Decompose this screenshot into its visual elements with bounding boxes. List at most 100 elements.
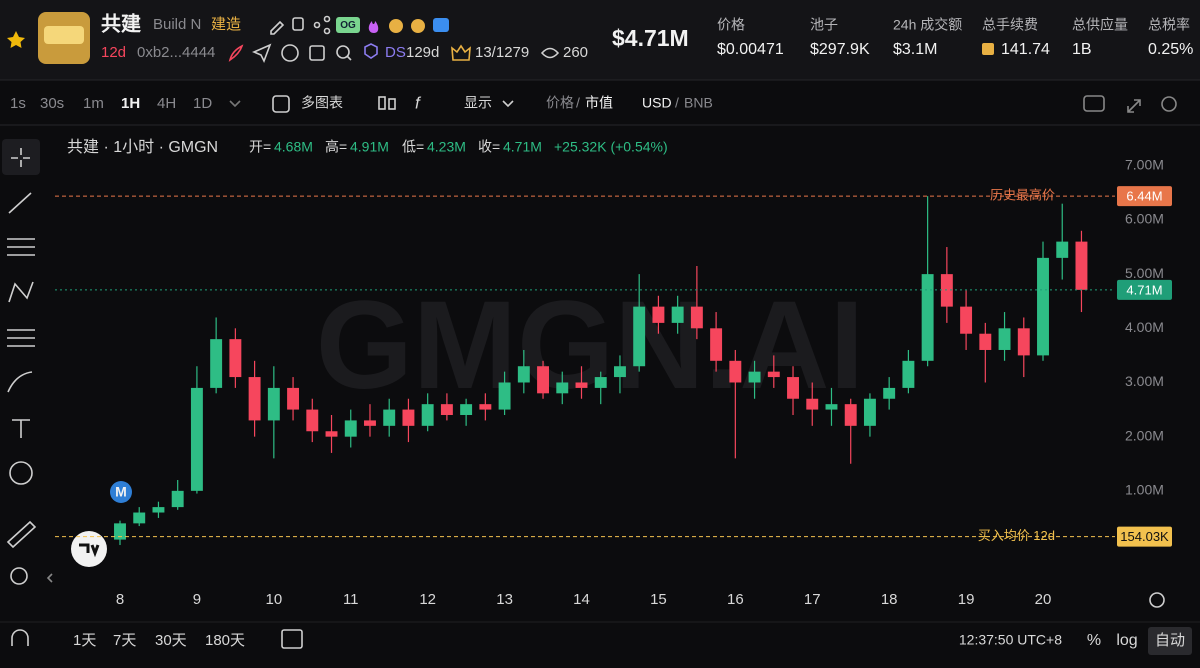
interval-button[interactable]: 1D [193,95,212,112]
candle-body [152,507,165,513]
candle-body [613,366,626,378]
zoom-tool[interactable] [10,567,28,585]
magnet-tool[interactable] [11,629,29,646]
candle-body [1037,257,1049,356]
pattern-tool[interactable] [8,281,34,303]
interval-button[interactable]: 30s [40,95,64,112]
fib-tool[interactable] [7,238,35,256]
candle-body [440,404,453,415]
display-menu[interactable]: 显示 [464,95,492,111]
settings-icon[interactable] [1161,96,1177,112]
interval-button[interactable]: 1m [83,95,104,112]
projection-tool[interactable] [7,329,35,347]
trendline-tool[interactable] [8,192,32,214]
auto-toggle-bg[interactable] [1148,627,1192,655]
candle-body [844,404,857,426]
y-tick-label: 7.00M [1125,156,1164,172]
interval-button[interactable]: 1s [10,95,26,112]
share-icon [323,27,331,35]
price-tag [1117,279,1172,300]
stat-value: $3.1M [893,41,937,58]
edit-icon[interactable] [270,20,285,35]
ruler-tool[interactable] [6,520,37,549]
brush-tool[interactable] [7,371,33,393]
bnb-toggle[interactable]: BNB [684,95,713,111]
search-icon [346,55,352,61]
og-badge [336,17,360,33]
chevron[interactable] [229,100,241,108]
copy-icon[interactable] [292,17,304,31]
stat-value: $0.00471 [717,41,784,58]
candle-body [787,377,799,399]
x-tick-label: 9 [193,591,201,608]
candle-body [633,306,646,367]
separator: / [675,95,679,111]
candle-body [364,420,376,426]
calendar-icon[interactable] [281,629,303,649]
favorite-star[interactable] [7,31,25,48]
price-tag [1117,526,1172,547]
emoji-tool[interactable] [9,461,33,485]
dev-icon [389,19,403,33]
multi-chart-checkbox[interactable] [272,95,290,113]
collapse-arrow[interactable] [46,573,53,583]
ds-label: DS [385,44,406,61]
telegram-icon[interactable] [251,43,272,63]
y-tick-label: 6.00M [1125,211,1164,227]
tv-logo-glyph [79,543,100,558]
candle-body [229,339,242,378]
price-tag-label: 6.44M [1126,189,1162,204]
ds-age: 129d [406,44,439,61]
web-icon[interactable] [281,44,299,62]
marker[interactable] [110,481,132,503]
price-toggle[interactable]: 价格 [546,95,574,111]
x-tick-label: 15 [650,591,667,608]
token-logo-inner [44,26,84,44]
holders-icon [411,19,425,33]
screenshot-icon[interactable] [1083,95,1105,112]
range-button[interactable]: 1天 [73,632,96,649]
search-icon[interactable] [336,45,350,59]
candle-body [1075,241,1088,290]
axis-settings[interactable] [1149,592,1165,608]
percent-toggle[interactable]: % [1087,632,1101,649]
candle-body [671,306,684,323]
legend-value: 4.68M [274,139,313,155]
candle-body [748,371,761,383]
price-tag [1117,186,1172,207]
mcap-toggle[interactable]: 市值 [585,95,613,111]
x-tick-label: 13 [496,591,513,608]
fullscreen-icon[interactable] [1127,99,1141,113]
interval-button[interactable]: 1H [121,95,140,112]
contract-address[interactable]: 0xb2...4444 [137,44,215,61]
x-tick-label: 20 [1035,591,1052,608]
stat-label: 24h 成交额 [893,17,962,33]
crosshair-tool[interactable] [11,148,30,167]
legend-value: 4.91M [350,139,389,155]
share-icon [323,15,331,23]
range-button[interactable]: 30天 [155,632,187,649]
stat-label: 总税率 [1148,17,1190,33]
text-tool[interactable] [12,419,30,438]
interval-button[interactable]: 4H [157,95,176,112]
multi-chart-label[interactable]: 多图表 [301,95,343,111]
range-button[interactable]: 180天 [205,632,245,649]
x-tick-label: 16 [727,591,744,608]
indicator-icon[interactable]: f [415,93,422,112]
candle-body [171,490,184,508]
marker-label: M [115,484,127,500]
candle-body [690,306,703,329]
candle-body [902,360,915,388]
range-button[interactable]: 7天 [113,632,136,649]
search-x-icon[interactable] [309,45,325,61]
log-toggle[interactable]: log [1116,632,1137,649]
fee-icon [982,43,994,55]
stat-value: $297.9K [810,41,870,58]
share-icon[interactable] [313,21,321,29]
feather-icon[interactable] [228,44,244,62]
price-tag-label: 4.71M [1126,282,1162,297]
candle-type-icon[interactable] [378,96,386,110]
usd-toggle[interactable]: USD [642,95,672,111]
auto-toggle[interactable]: 自动 [1155,632,1185,649]
